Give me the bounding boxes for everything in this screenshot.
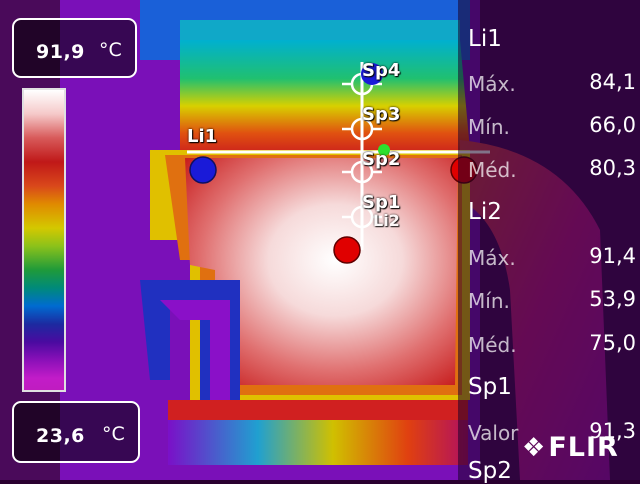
min-temperature-box: 23,6 °C bbox=[12, 401, 140, 463]
label-sp1: Sp1 bbox=[362, 192, 401, 213]
min-temperature-unit: °C bbox=[102, 423, 125, 445]
cold-marker-icon bbox=[361, 63, 383, 85]
li1-avg-value: 80,3 bbox=[589, 156, 636, 180]
li1-max-value: 84,1 bbox=[589, 70, 636, 94]
li2-min-label: Mín. bbox=[468, 289, 510, 313]
max-temperature-value: 91,9 bbox=[36, 41, 85, 63]
measurement-panel: Li1 Máx. 84,1 Mín. 66,0 Méd. 80,3 Li2 Má… bbox=[458, 0, 640, 484]
sp1-value: 91,3 bbox=[589, 419, 636, 443]
flir-logo-text: FLIR bbox=[548, 432, 619, 463]
spot-sp2-marker[interactable] bbox=[342, 160, 382, 184]
temperature-scale-bar bbox=[22, 88, 66, 392]
max-temperature-box: 91,9 °C bbox=[12, 18, 137, 78]
label-li1: Li1 bbox=[187, 126, 218, 147]
cold-marker-icon bbox=[189, 156, 217, 184]
green-dot-icon bbox=[378, 144, 390, 156]
li2-title: Li2 bbox=[468, 199, 502, 225]
li2-min-value: 53,9 bbox=[589, 287, 636, 311]
li1-avg-label: Méd. bbox=[468, 158, 517, 182]
label-sp3: Sp3 bbox=[362, 104, 401, 125]
min-temperature-value: 23,6 bbox=[36, 425, 85, 447]
flir-logo: ❖FLIR bbox=[522, 432, 619, 463]
li2-max-label: Máx. bbox=[468, 246, 516, 270]
li2-avg-value: 75,0 bbox=[589, 331, 636, 355]
li1-title: Li1 bbox=[468, 26, 502, 52]
sp2-title: Sp2 bbox=[468, 458, 512, 484]
hot-marker-icon bbox=[333, 236, 361, 264]
label-sp4: Sp4 bbox=[362, 60, 401, 81]
label-li2: Li2 bbox=[373, 211, 400, 230]
sp1-title: Sp1 bbox=[468, 374, 512, 400]
flir-logo-icon: ❖ bbox=[522, 433, 547, 463]
label-sp2: Sp2 bbox=[362, 149, 401, 170]
li2-avg-label: Méd. bbox=[468, 333, 517, 357]
sp1-value-label: Valor bbox=[468, 421, 519, 445]
li2-max-value: 91,4 bbox=[589, 244, 636, 268]
li1-min-label: Mín. bbox=[468, 115, 510, 139]
li1-min-value: 66,0 bbox=[589, 113, 636, 137]
spot-sp3-marker[interactable] bbox=[342, 117, 382, 141]
max-temperature-unit: °C bbox=[99, 39, 122, 61]
li1-max-label: Máx. bbox=[468, 72, 516, 96]
spot-sp1-marker[interactable] bbox=[342, 205, 382, 229]
